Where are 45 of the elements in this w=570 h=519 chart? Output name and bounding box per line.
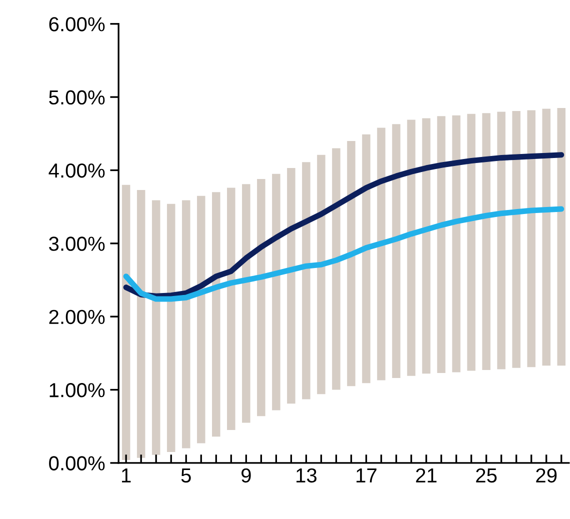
bar bbox=[317, 154, 326, 394]
y-tick-label: 3.00% bbox=[49, 236, 105, 251]
bar bbox=[196, 196, 206, 444]
bar bbox=[467, 114, 476, 371]
bar bbox=[122, 184, 130, 460]
bar bbox=[332, 148, 340, 390]
bar bbox=[422, 118, 430, 374]
bar bbox=[542, 108, 550, 366]
bar bbox=[482, 113, 490, 370]
x-tick-label: 29 bbox=[536, 468, 557, 483]
bar bbox=[392, 124, 400, 378]
bar bbox=[287, 168, 296, 404]
x-tick-label: 17 bbox=[356, 468, 376, 482]
bar bbox=[527, 110, 536, 368]
bar bbox=[512, 110, 520, 368]
bar bbox=[362, 134, 370, 384]
bar bbox=[437, 116, 446, 373]
x-tick-label: 13 bbox=[296, 468, 316, 483]
bar bbox=[166, 204, 176, 452]
bar bbox=[497, 112, 506, 370]
bar bbox=[452, 115, 460, 372]
bar bbox=[347, 140, 356, 386]
bar bbox=[377, 128, 386, 380]
y-tick-label: 6.00% bbox=[49, 17, 105, 32]
y-tick-label: 1.00% bbox=[50, 383, 105, 398]
x-tick-label: 21 bbox=[416, 468, 436, 482]
bar bbox=[136, 190, 146, 458]
y-tick-label: 4.00% bbox=[48, 163, 105, 178]
bar bbox=[227, 188, 236, 430]
x-tick-label: 25 bbox=[476, 468, 497, 483]
y-tick-label: 5.00% bbox=[49, 90, 105, 105]
bar bbox=[212, 192, 220, 437]
bar bbox=[407, 120, 416, 376]
y-tick-label: 2.00% bbox=[49, 310, 105, 324]
bar bbox=[272, 174, 280, 410]
bar bbox=[302, 162, 310, 400]
bar bbox=[182, 200, 190, 448]
y-tick-label: 0.00% bbox=[49, 456, 105, 470]
bar bbox=[152, 200, 160, 455]
x-tick-label: 5 bbox=[181, 468, 191, 483]
x-tick-label: 9 bbox=[241, 468, 251, 483]
bar bbox=[257, 179, 266, 416]
bar bbox=[242, 184, 250, 423]
bar bbox=[557, 108, 566, 366]
x-tick-label: 1 bbox=[122, 468, 131, 482]
